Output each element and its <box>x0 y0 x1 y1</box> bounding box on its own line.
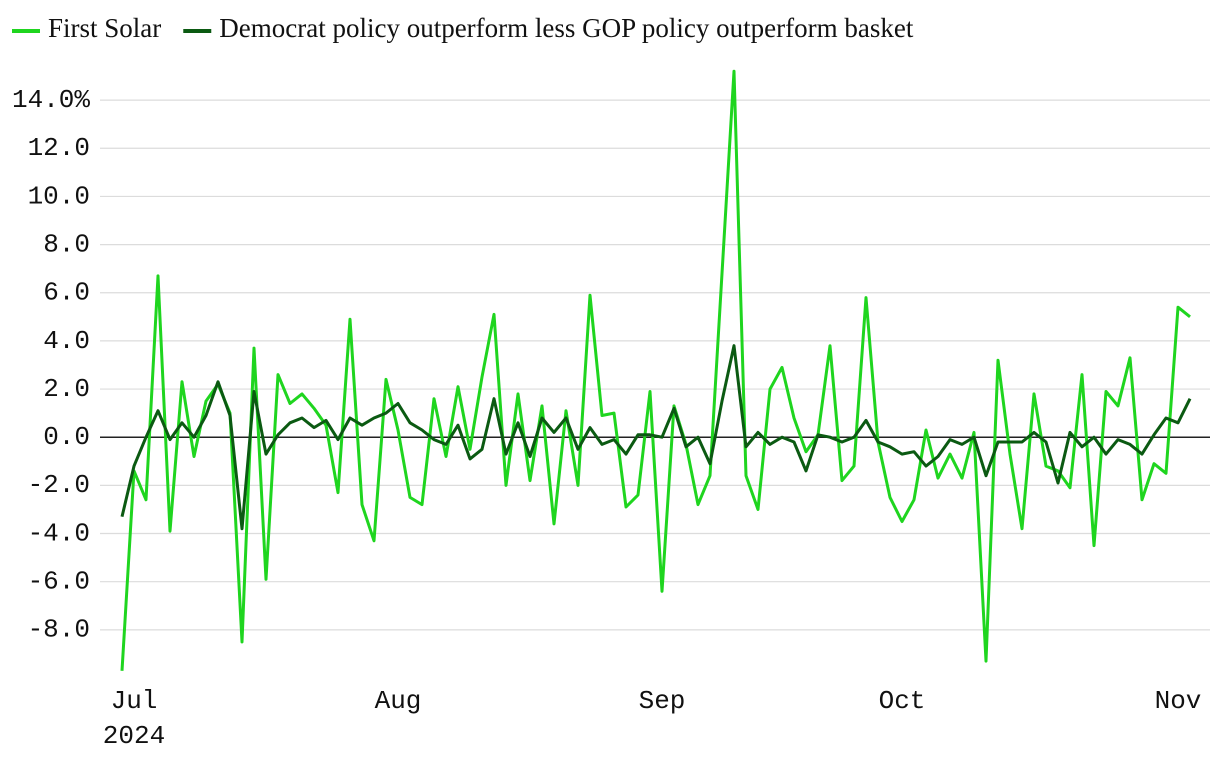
y-tick-label: 4.0 <box>43 326 90 356</box>
y-tick-label: 6.0 <box>43 278 90 308</box>
x-tick-label: Oct <box>879 686 926 716</box>
legend-label: First Solar <box>48 13 161 43</box>
y-tick-label: -6.0 <box>28 567 90 597</box>
y-tick-label: -4.0 <box>28 518 90 548</box>
x-sublabel: 2024 <box>103 721 165 751</box>
legend-item: First Solar <box>12 13 161 43</box>
legend-item: Democrat policy outperform less GOP poli… <box>183 13 914 43</box>
x-tick-label: Nov <box>1155 686 1202 716</box>
y-tick-label: -2.0 <box>28 470 90 500</box>
y-tick-label: 8.0 <box>43 229 90 259</box>
y-tick-label: 10.0 <box>28 181 90 211</box>
y-tick-label: -8.0 <box>28 615 90 645</box>
y-tick-label: 2.0 <box>43 374 90 404</box>
y-tick-label: 0.0 <box>43 422 90 452</box>
x-tick-label: Jul <box>111 686 158 716</box>
x-tick-label: Aug <box>375 686 422 716</box>
series-line <box>120 344 1192 531</box>
legend-label: Democrat policy outperform less GOP poli… <box>219 13 914 43</box>
series-line <box>120 69 1191 671</box>
x-tick-label: Sep <box>639 686 686 716</box>
y-tick-label: 12.0 <box>28 133 90 163</box>
y-tick-label: 14.0% <box>12 85 90 115</box>
